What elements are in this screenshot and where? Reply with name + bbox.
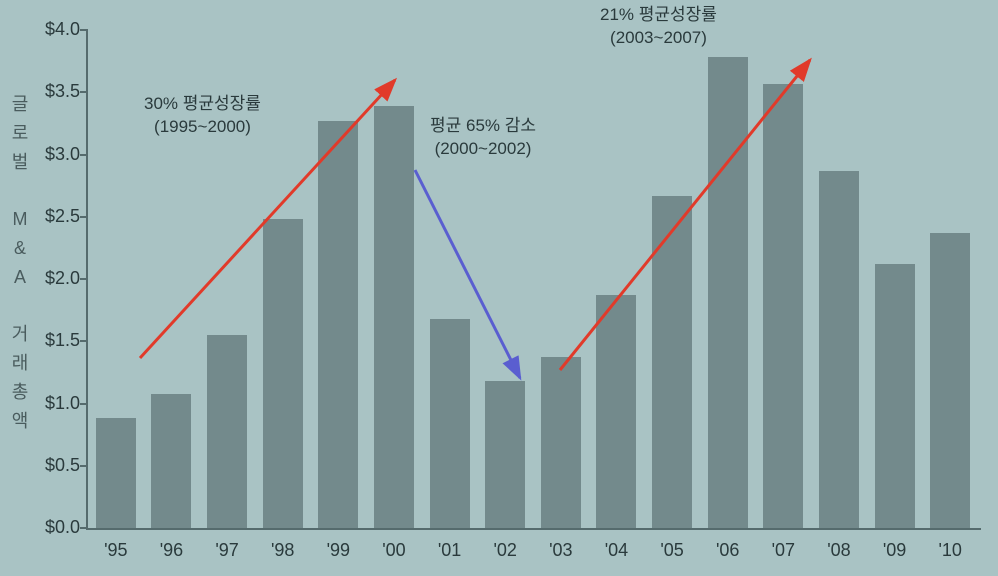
bar	[485, 381, 525, 528]
y-axis-label-char: 총	[10, 378, 30, 407]
annotation-ann1: 30% 평균성장률(1995~2000)	[144, 93, 261, 139]
y-tick-label: $3.0	[38, 144, 80, 165]
x-tick-label: '96	[151, 540, 191, 561]
y-tick-mark	[80, 403, 88, 405]
y-axis-label: 글로벌 M&A 거래총액	[10, 90, 30, 436]
bar	[930, 233, 970, 528]
annotation-text: (1995~2000)	[144, 116, 261, 139]
bar	[763, 84, 803, 528]
bar	[541, 357, 581, 528]
annotation-text: 30% 평균성장률	[144, 93, 261, 116]
y-tick-mark	[80, 527, 88, 529]
x-tick-label: '06	[708, 540, 748, 561]
bar	[207, 335, 247, 528]
y-tick-label: $2.5	[38, 206, 80, 227]
x-tick-label: '00	[374, 540, 414, 561]
y-tick-label: $0.0	[38, 517, 80, 538]
y-axis-label-char: 래	[10, 349, 30, 378]
x-tick-label: '05	[652, 540, 692, 561]
bar	[875, 264, 915, 528]
y-tick-mark	[80, 465, 88, 467]
y-tick-mark	[80, 154, 88, 156]
x-tick-label: '01	[430, 540, 470, 561]
y-axis-label-char: 거	[10, 320, 30, 349]
bar	[708, 57, 748, 528]
y-tick-mark	[80, 340, 88, 342]
y-axis-label-char: &	[10, 234, 30, 263]
y-tick-mark	[80, 91, 88, 93]
y-axis-label-char: M	[10, 205, 30, 234]
ma-bar-chart: 글로벌 M&A 거래총액 $0.0 $0.5 $1.0 $1.5 $2.0 $2.5 $3.…	[0, 0, 998, 576]
bar	[151, 394, 191, 528]
x-tick-label: '10	[930, 540, 970, 561]
y-tick-label: $1.5	[38, 330, 80, 351]
y-tick-mark	[80, 216, 88, 218]
bar	[596, 295, 636, 528]
annotation-ann3: 21% 평균성장률(2003~2007)	[600, 4, 717, 50]
x-tick-label: '99	[318, 540, 358, 561]
bar	[318, 121, 358, 528]
bar	[96, 418, 136, 528]
bar	[819, 171, 859, 528]
x-tick-label: '97	[207, 540, 247, 561]
bar	[652, 196, 692, 528]
y-tick-mark	[80, 278, 88, 280]
y-axis-label-char: 로	[10, 119, 30, 148]
y-tick-label: $4.0	[38, 19, 80, 40]
annotation-text: 21% 평균성장률	[600, 4, 717, 27]
bar	[430, 319, 470, 528]
x-tick-label: '09	[875, 540, 915, 561]
y-tick-label: $3.5	[38, 81, 80, 102]
x-tick-label: '08	[819, 540, 859, 561]
y-tick-label: $1.0	[38, 393, 80, 414]
y-tick-label: $2.0	[38, 268, 80, 289]
y-tick-label: $0.5	[38, 455, 80, 476]
bar	[263, 219, 303, 528]
x-axis-line	[86, 528, 981, 530]
x-tick-label: '98	[263, 540, 303, 561]
x-tick-label: '04	[596, 540, 636, 561]
x-tick-label: '95	[96, 540, 136, 561]
y-axis-label-char: 액	[10, 407, 30, 436]
x-tick-label: '03	[541, 540, 581, 561]
annotation-text: (2003~2007)	[600, 27, 717, 50]
annotation-text: (2000~2002)	[430, 138, 536, 161]
x-tick-label: '07	[763, 540, 803, 561]
y-tick-mark	[80, 29, 88, 31]
x-tick-label: '02	[485, 540, 525, 561]
y-axis-label-char: A	[10, 263, 30, 292]
annotation-ann2: 평균 65% 감소(2000~2002)	[430, 115, 536, 161]
bar	[374, 106, 414, 528]
y-axis-label-char: 글	[10, 90, 30, 119]
y-axis-label-char: 벌	[10, 148, 30, 177]
annotation-text: 평균 65% 감소	[430, 115, 536, 138]
